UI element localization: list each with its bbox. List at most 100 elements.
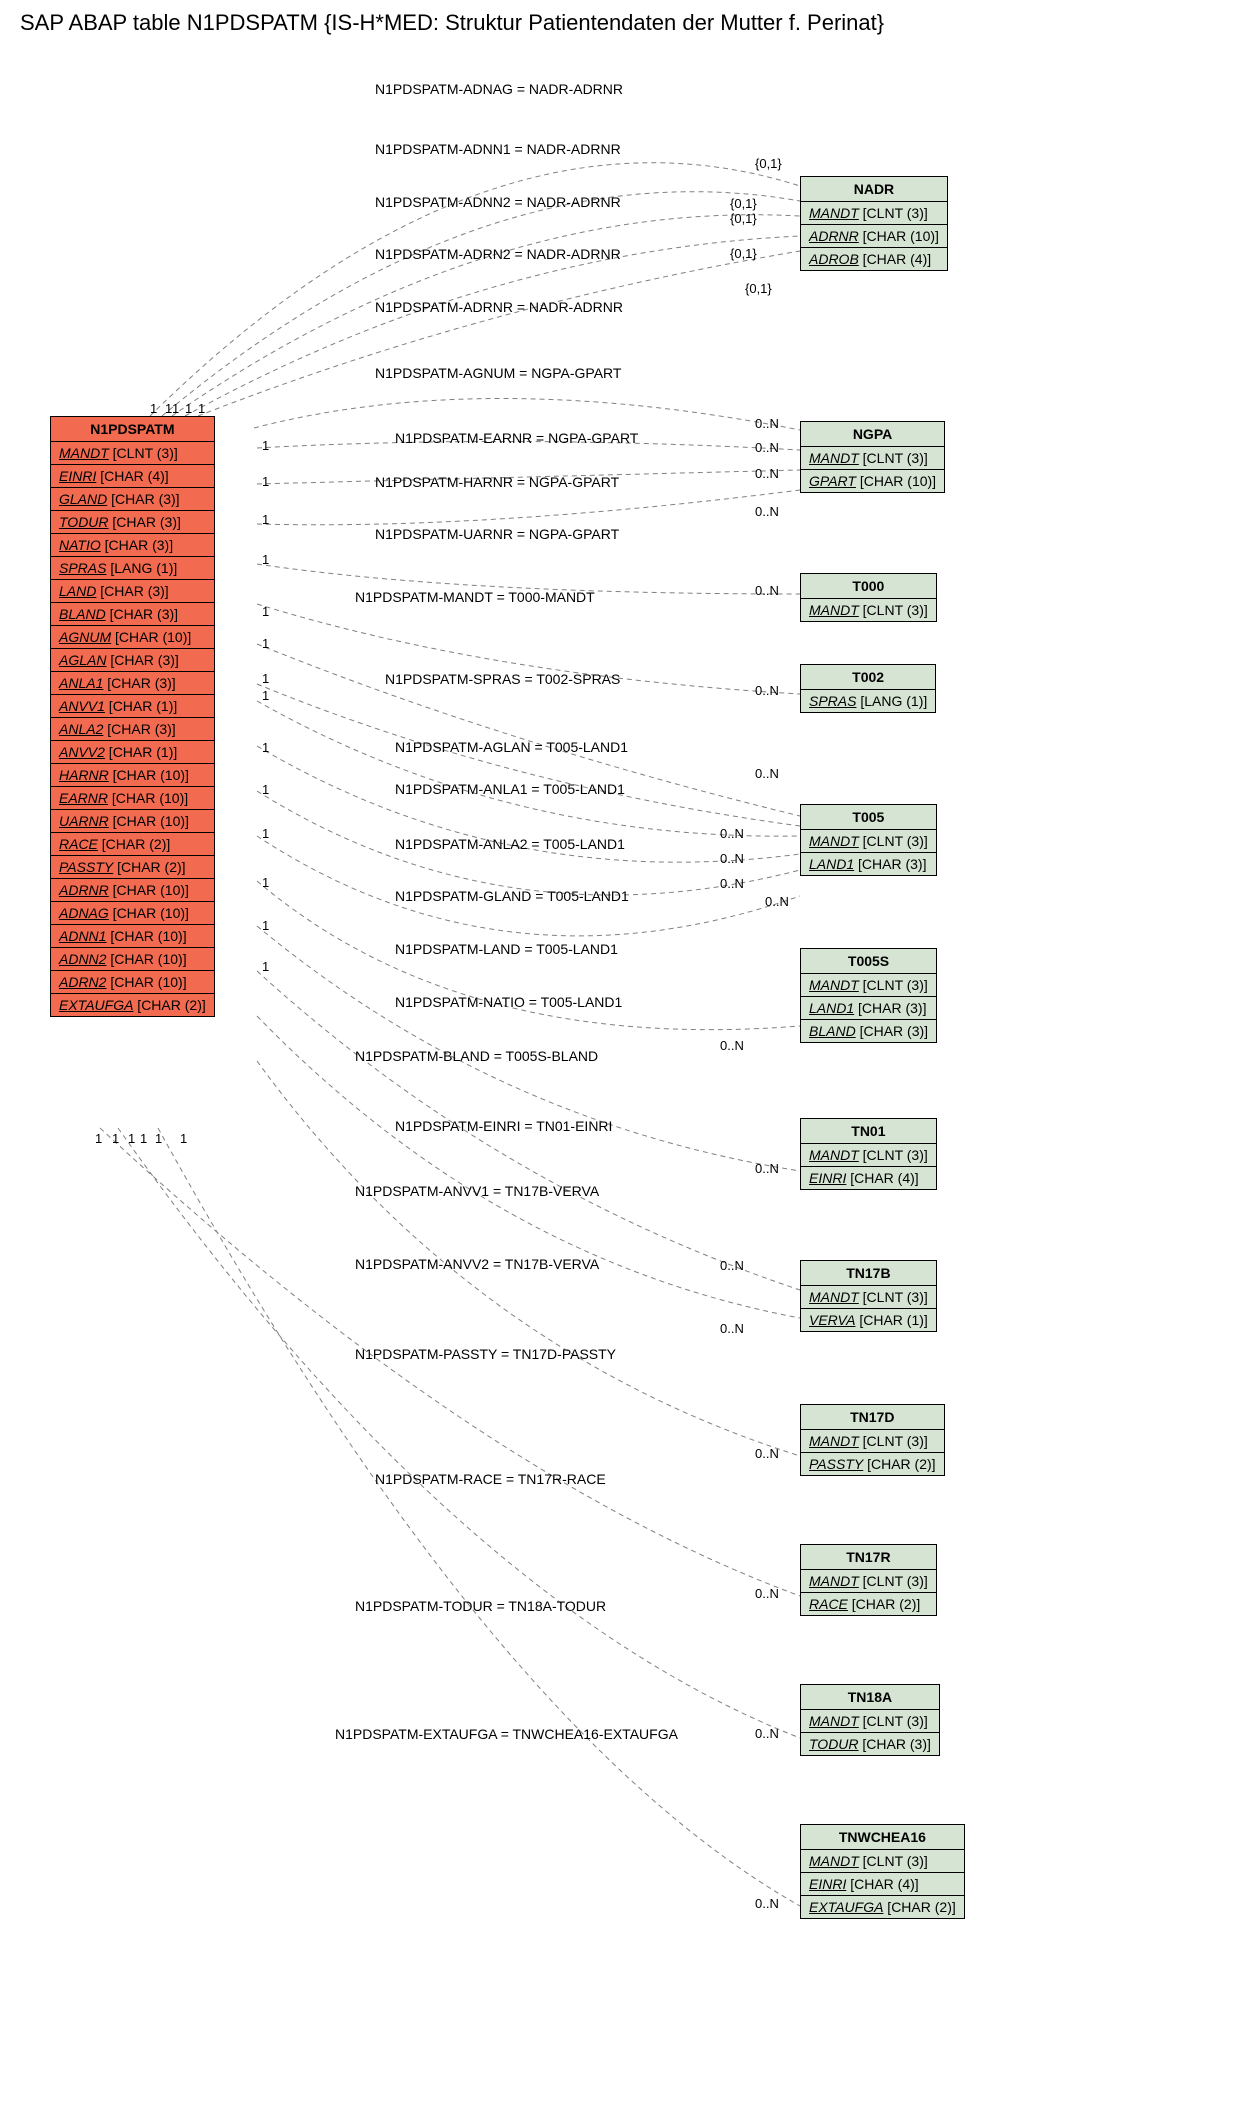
cardinality-dst: 0..N — [755, 440, 779, 455]
table-row: MANDT [CLNT (3)] — [801, 830, 936, 853]
cardinality-dst: {0,1} — [730, 211, 757, 226]
edge-label: N1PDSPATM-RACE = TN17R-RACE — [375, 1471, 606, 1487]
table-row: RACE [CHAR (2)] — [801, 1593, 936, 1615]
table-header: TN17D — [801, 1405, 944, 1430]
cardinality-dst: 0..N — [755, 466, 779, 481]
edge-label: N1PDSPATM-ANLA1 = T005-LAND1 — [395, 781, 625, 797]
table-header: TN01 — [801, 1119, 936, 1144]
table-row: BLAND [CHAR (3)] — [801, 1020, 936, 1042]
cardinality-dst: 0..N — [755, 1896, 779, 1911]
cardinality-src: 1 — [262, 636, 269, 651]
table-header: T002 — [801, 665, 935, 690]
edge-label: N1PDSPATM-AGLAN = T005-LAND1 — [395, 739, 628, 755]
cardinality-dst: 0..N — [755, 683, 779, 698]
edge-label: N1PDSPATM-EXTAUFGA = TNWCHEA16-EXTAUFGA — [335, 1726, 678, 1742]
cardinality-extra: 1 — [180, 1131, 187, 1146]
edge-label: N1PDSPATM-SPRAS = T002-SPRAS — [385, 671, 620, 687]
cardinality-src: 1 — [262, 782, 269, 797]
cardinality-src: 1 — [112, 1131, 119, 1146]
cardinality-src: 1 — [262, 438, 269, 453]
table-row: LAND1 [CHAR (3)] — [801, 853, 936, 875]
table-row: NATIO [CHAR (3)] — [51, 534, 214, 557]
cardinality-dst: 0..N — [755, 504, 779, 519]
table-t000: T000MANDT [CLNT (3)] — [800, 573, 937, 622]
table-row: HARNR [CHAR (10)] — [51, 764, 214, 787]
cardinality-dst: 0..N — [720, 851, 744, 866]
table-row: MANDT [CLNT (3)] — [801, 447, 944, 470]
table-row: LAND1 [CHAR (3)] — [801, 997, 936, 1020]
table-row: ADNN1 [CHAR (10)] — [51, 925, 214, 948]
table-tn17b: TN17BMANDT [CLNT (3)]VERVA [CHAR (1)] — [800, 1260, 937, 1332]
table-row: MANDT [CLNT (3)] — [801, 1710, 939, 1733]
cardinality-dst: 0..N — [720, 1258, 744, 1273]
cardinality-src: 1 — [185, 401, 192, 416]
cardinality-dst: 0..N — [720, 1038, 744, 1053]
table-tn17d: TN17DMANDT [CLNT (3)]PASSTY [CHAR (2)] — [800, 1404, 945, 1476]
table-header: N1PDSPATM — [51, 417, 214, 442]
table-row: SPRAS [LANG (1)] — [51, 557, 214, 580]
cardinality-dst: 0..N — [720, 876, 744, 891]
table-row: ANVV1 [CHAR (1)] — [51, 695, 214, 718]
edge-label: N1PDSPATM-UARNR = NGPA-GPART — [375, 526, 619, 542]
table-row: ADNAG [CHAR (10)] — [51, 902, 214, 925]
edge-label: N1PDSPATM-ANVV1 = TN17B-VERVA — [355, 1183, 599, 1199]
table-row: ADRN2 [CHAR (10)] — [51, 971, 214, 994]
table-header: TNWCHEA16 — [801, 1825, 964, 1850]
cardinality-dst: {0,1} — [755, 156, 782, 171]
cardinality-src: 1 — [262, 740, 269, 755]
edge-label: N1PDSPATM-EINRI = TN01-EINRI — [395, 1118, 612, 1134]
cardinality-src: 1 — [262, 512, 269, 527]
table-header: NGPA — [801, 422, 944, 447]
table-row: GPART [CHAR (10)] — [801, 470, 944, 492]
table-row: ADNN2 [CHAR (10)] — [51, 948, 214, 971]
table-row: EXTAUFGA [CHAR (2)] — [801, 1896, 964, 1918]
table-header: T000 — [801, 574, 936, 599]
table-row: ADROB [CHAR (4)] — [801, 248, 947, 270]
table-row: ADRNR [CHAR (10)] — [51, 879, 214, 902]
table-row: PASSTY [CHAR (2)] — [801, 1453, 944, 1475]
edge-label: N1PDSPATM-ADNN2 = NADR-ADRNR — [375, 194, 621, 210]
cardinality-src: 1 — [262, 959, 269, 974]
table-tn18a: TN18AMANDT [CLNT (3)]TODUR [CHAR (3)] — [800, 1684, 940, 1756]
table-row: UARNR [CHAR (10)] — [51, 810, 214, 833]
cardinality-src: 1 — [262, 474, 269, 489]
table-row: AGNUM [CHAR (10)] — [51, 626, 214, 649]
table-header: TN17B — [801, 1261, 936, 1286]
table-row: PASSTY [CHAR (2)] — [51, 856, 214, 879]
cardinality-src: 1 — [150, 401, 157, 416]
table-tnwchea16: TNWCHEA16MANDT [CLNT (3)]EINRI [CHAR (4)… — [800, 1824, 965, 1919]
er-diagram: N1PDSPATMMANDT [CLNT (3)]EINRI [CHAR (4)… — [0, 46, 1253, 2106]
cardinality-dst: 0..N — [720, 1321, 744, 1336]
table-ngpa: NGPAMANDT [CLNT (3)]GPART [CHAR (10)] — [800, 421, 945, 493]
table-row: ADRNR [CHAR (10)] — [801, 225, 947, 248]
table-tn01: TN01MANDT [CLNT (3)]EINRI [CHAR (4)] — [800, 1118, 937, 1190]
cardinality-src: 1 — [198, 401, 205, 416]
table-row: ANLA2 [CHAR (3)] — [51, 718, 214, 741]
cardinality-dst: 0..N — [765, 894, 789, 909]
table-row: SPRAS [LANG (1)] — [801, 690, 935, 712]
cardinality-dst: 0..N — [755, 1161, 779, 1176]
table-t002: T002SPRAS [LANG (1)] — [800, 664, 936, 713]
cardinality-dst: 0..N — [755, 1726, 779, 1741]
table-row: MANDT [CLNT (3)] — [801, 599, 936, 621]
cardinality-extra: 1 — [128, 1131, 135, 1146]
table-row: EARNR [CHAR (10)] — [51, 787, 214, 810]
cardinality-src: 1 — [262, 688, 269, 703]
table-row: BLAND [CHAR (3)] — [51, 603, 214, 626]
cardinality-dst: 0..N — [755, 583, 779, 598]
edge-label: N1PDSPATM-TODUR = TN18A-TODUR — [355, 1598, 606, 1614]
cardinality-src: 1 — [262, 604, 269, 619]
table-row: MANDT [CLNT (3)] — [801, 202, 947, 225]
table-row: EINRI [CHAR (4)] — [801, 1873, 964, 1896]
table-tn17r: TN17RMANDT [CLNT (3)]RACE [CHAR (2)] — [800, 1544, 937, 1616]
cardinality-src: 1 — [262, 875, 269, 890]
cardinality-dst: 0..N — [755, 1586, 779, 1601]
table-row: MANDT [CLNT (3)] — [801, 1850, 964, 1873]
edge-label: N1PDSPATM-EARNR = NGPA-GPART — [395, 430, 638, 446]
cardinality-dst: 0..N — [755, 416, 779, 431]
table-row: EINRI [CHAR (4)] — [51, 465, 214, 488]
cardinality-src: 1 — [262, 552, 269, 567]
edge-label: N1PDSPATM-ADRN2 = NADR-ADRNR — [375, 246, 621, 262]
cardinality-src: 1 — [172, 401, 179, 416]
table-row: MANDT [CLNT (3)] — [801, 1570, 936, 1593]
